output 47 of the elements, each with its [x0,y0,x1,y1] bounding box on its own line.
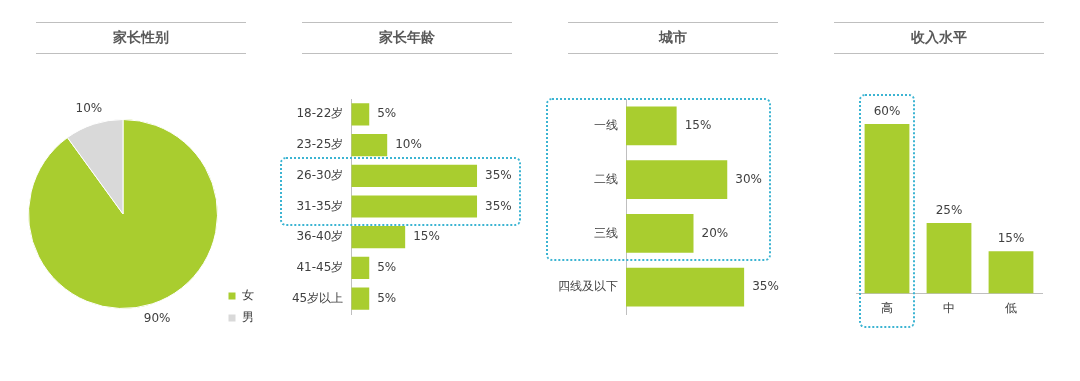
y-tick-label: 二线 [594,171,618,186]
x-tick-label: 低 [1005,300,1017,315]
data-label: 60% [873,104,901,119]
data-label: 5% [377,260,397,275]
chart-title: 收入水平 [834,22,1044,54]
data-label: 35% [752,279,779,294]
bar [351,164,478,187]
bar [626,160,728,200]
data-label: 5% [377,106,397,121]
y-tick-label: 一线 [594,118,618,132]
y-tick-label: 41-45岁 [296,260,344,275]
x-tick-label: 中 [943,300,955,315]
y-tick-label: 36-40岁 [296,229,344,244]
data-label: 35% [485,198,512,213]
data-label: 15% [997,231,1025,246]
y-tick-label: 45岁以上 [291,290,344,305]
legend-label: 男 [242,310,254,325]
data-label: 15% [413,229,440,244]
data-label: 10% [395,137,422,152]
bar [626,106,677,146]
chart-title: 城市 [568,22,778,54]
data-label: 20% [701,225,729,240]
chart-title: 家长性别 [36,22,246,54]
bar [351,195,478,218]
bar [626,267,745,307]
y-tick-label: 23-25岁 [296,137,344,152]
bar [351,256,370,280]
data-label: 15% [684,118,712,132]
bar [351,226,406,249]
chart-title: 家长年龄 [302,22,512,54]
legend-label: 女 [242,288,254,303]
y-tick-label: 26-30岁 [296,167,344,182]
bar [351,133,388,157]
data-label: 5% [377,290,397,305]
data-label: 10% [75,101,103,116]
x-tick-label: 高 [881,300,893,315]
data-label: 90% [143,311,171,326]
y-tick-label: 三线 [594,225,618,240]
bar [351,103,370,126]
bar [351,287,370,310]
y-tick-label: 18-22岁 [296,106,344,121]
data-label: 30% [735,171,762,186]
bar [626,213,694,253]
y-tick-label: 31-35岁 [296,198,344,213]
data-label: 25% [935,203,963,218]
y-tick-label: 四线及以下 [558,279,618,294]
data-label: 35% [485,167,512,182]
